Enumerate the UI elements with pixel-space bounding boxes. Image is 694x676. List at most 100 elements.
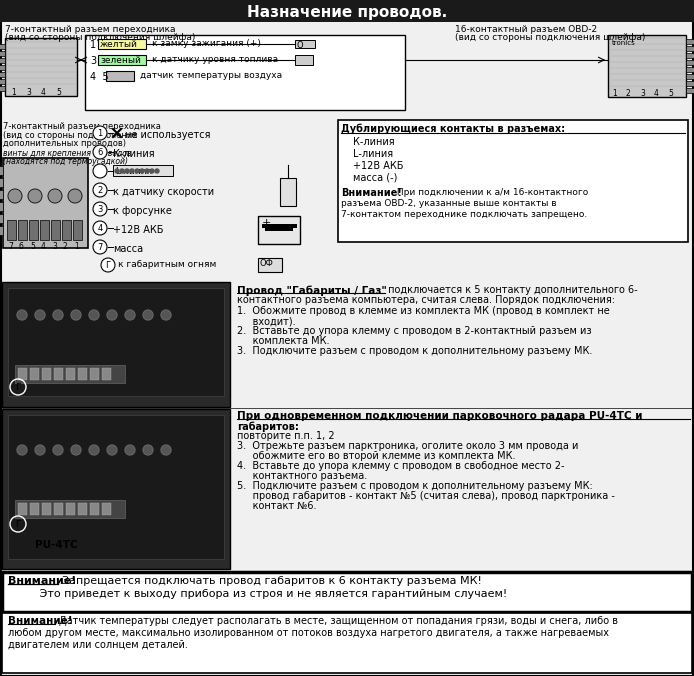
Text: 4.  Вставьте до упора клемму с проводом в свободное место 2-: 4. Вставьте до упора клемму с проводом в…	[237, 461, 564, 471]
Text: дополнительных проводов): дополнительных проводов)	[3, 139, 126, 148]
Bar	[5, 38, 77, 96]
Bar	[686, 81, 694, 86]
Bar	[98, 39, 146, 49]
Text: (вид со стороны подключения шлейфа): (вид со стороны подключения шлейфа)	[455, 33, 645, 42]
Circle shape	[28, 189, 42, 203]
Text: +12В АКБ: +12В АКБ	[353, 161, 403, 171]
Text: Назначение проводов.: Назначение проводов.	[247, 5, 447, 20]
Bar	[90, 503, 99, 515]
Text: 5: 5	[30, 242, 35, 251]
Circle shape	[143, 445, 153, 455]
Bar	[15, 500, 125, 518]
Bar	[0, 202, 3, 211]
Text: 7-контактный разъем переходника: 7-контактный разъем переходника	[5, 25, 176, 34]
Text: 7: 7	[97, 243, 103, 252]
Text: 7-контактный разъем переходника: 7-контактный разъем переходника	[3, 122, 161, 131]
Text: 4: 4	[654, 89, 659, 98]
Bar	[686, 46, 694, 51]
Text: винты для крепления проводов: винты для крепления проводов	[3, 149, 131, 158]
Bar	[15, 365, 125, 383]
Text: провод габаритов - контакт №5 (считая слева), провод парктроника -: провод габаритов - контакт №5 (считая сл…	[237, 491, 615, 501]
Bar	[29, 220, 38, 240]
Bar	[3, 158, 88, 248]
Text: входит).: входит).	[237, 316, 296, 326]
Bar	[0, 214, 3, 223]
Text: +12В АКБ: +12В АКБ	[113, 225, 164, 235]
Circle shape	[143, 310, 153, 320]
Bar	[113, 165, 173, 176]
Text: к габаритным огням: к габаритным огням	[118, 260, 217, 269]
Text: 16-контактный разъем OBD-2: 16-контактный разъем OBD-2	[455, 25, 597, 34]
Bar	[258, 216, 300, 244]
Text: 4  5: 4 5	[90, 72, 109, 82]
Text: габаритов:: габаритов:	[237, 421, 299, 431]
Bar	[66, 503, 75, 515]
Text: Г: Г	[105, 261, 110, 270]
Bar	[40, 220, 49, 240]
Bar	[686, 53, 694, 58]
Text: 1.  Обожмите провод в клемме из комплекта МК (провод в комплект не: 1. Обожмите провод в клемме из комплекта…	[237, 306, 610, 316]
Text: 7: 7	[8, 242, 13, 251]
Circle shape	[35, 310, 45, 320]
Circle shape	[161, 445, 171, 455]
Text: 3: 3	[52, 242, 57, 251]
Text: 1: 1	[90, 40, 96, 50]
Circle shape	[48, 189, 62, 203]
Text: Провод "Габариты / Газ": Провод "Габариты / Газ"	[237, 285, 387, 295]
Text: 6: 6	[97, 148, 103, 157]
Circle shape	[155, 169, 159, 173]
Bar	[686, 88, 694, 93]
Text: К-линия: К-линия	[353, 137, 395, 147]
Text: любом другом месте, максимально изолированном от потоков воздуха нагретого двига: любом другом месте, максимально изолиров…	[8, 628, 609, 638]
Text: 1: 1	[97, 129, 103, 138]
Bar	[262, 224, 297, 228]
Text: подключается к 5 контакту дополнительного 6-: подключается к 5 контакту дополнительног…	[385, 285, 638, 295]
Bar	[0, 166, 3, 175]
Text: O: O	[297, 41, 303, 50]
Text: L-линия: L-линия	[115, 167, 152, 176]
Text: 5: 5	[668, 89, 673, 98]
Bar	[295, 55, 313, 65]
Bar	[0, 51, 5, 56]
Text: 4: 4	[97, 224, 103, 233]
Bar	[338, 120, 688, 242]
Circle shape	[8, 189, 22, 203]
Bar	[0, 65, 5, 70]
Bar	[0, 72, 5, 77]
Bar	[2, 282, 230, 407]
Text: (находятся под термоусадкой): (находятся под термоусадкой)	[3, 157, 128, 166]
Circle shape	[125, 169, 129, 173]
Text: 3: 3	[90, 56, 96, 66]
Bar	[66, 368, 75, 380]
Bar	[265, 228, 293, 231]
Text: масса (-): масса (-)	[353, 173, 398, 183]
Text: Г: Г	[15, 383, 21, 392]
Bar	[608, 35, 686, 97]
Text: контактного разъема.: контактного разъема.	[237, 471, 367, 481]
Text: 4: 4	[41, 88, 46, 97]
Circle shape	[135, 169, 139, 173]
Circle shape	[93, 183, 107, 197]
Text: (вид со стороны подключения шлейфа): (вид со стороны подключения шлейфа)	[5, 33, 196, 42]
Text: 2: 2	[97, 186, 103, 195]
Text: масса: масса	[113, 244, 143, 254]
Circle shape	[125, 445, 135, 455]
Circle shape	[107, 310, 117, 320]
Text: 5.  Подключите разъем с проводом к дополнительному разъему МК:: 5. Подключите разъем с проводом к дополн…	[237, 481, 593, 491]
Text: датчик температуры воздуха: датчик температуры воздуха	[140, 71, 282, 80]
Text: двигателем или солнцем деталей.: двигателем или солнцем деталей.	[8, 640, 188, 650]
Text: 3.  Отрежьте разъем парктроника, оголите около 3 мм провода и: 3. Отрежьте разъем парктроника, оголите …	[237, 441, 578, 451]
Circle shape	[161, 310, 171, 320]
Bar	[54, 503, 63, 515]
Bar	[8, 415, 224, 559]
Circle shape	[17, 310, 27, 320]
Text: К-линия: К-линия	[113, 149, 155, 159]
Bar	[2, 409, 230, 569]
Text: разъема OBD-2, указанные выше контакты в: разъема OBD-2, указанные выше контакты в	[341, 199, 557, 208]
Text: ОФ: ОФ	[260, 259, 274, 268]
Circle shape	[93, 126, 107, 140]
Text: 2: 2	[63, 242, 68, 251]
Bar	[0, 178, 3, 187]
Text: Внимание!: Внимание!	[8, 576, 76, 586]
Text: не используется: не используется	[125, 130, 210, 140]
